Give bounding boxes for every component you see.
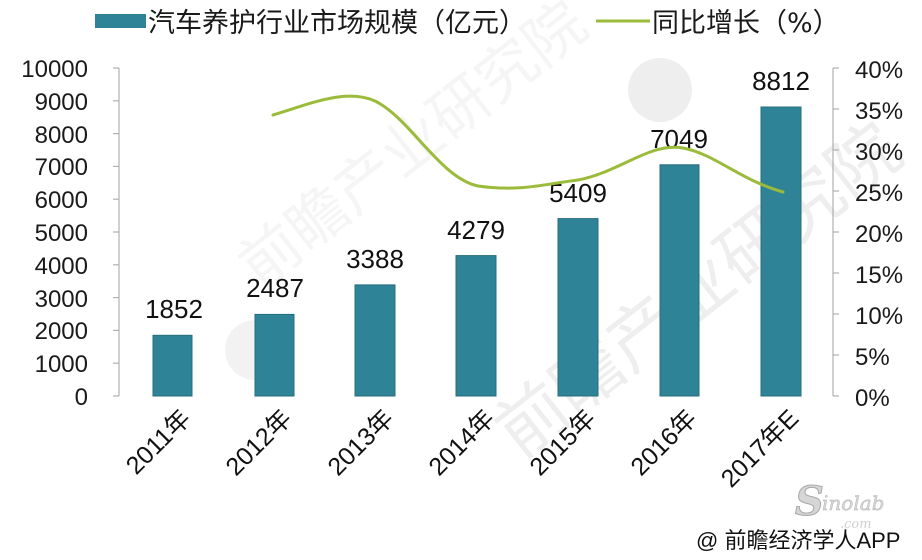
right-tick: 15% <box>855 262 903 289</box>
right-tick: 10% <box>855 303 903 330</box>
left-tick: 6000 <box>35 187 88 214</box>
left-tick: 1000 <box>35 351 88 378</box>
source-credit: @ 前瞻经济学人APP <box>696 528 900 553</box>
left-axis: 10000 9000 8000 7000 6000 5000 4000 3000… <box>21 56 120 411</box>
left-tick: 5000 <box>35 220 88 247</box>
left-tick: 2000 <box>35 318 88 345</box>
x-label: 2013年 <box>322 404 399 481</box>
bar-value-label: 1852 <box>145 294 203 324</box>
legend-line-label: 同比增长（%） <box>652 8 840 39</box>
right-tick: 20% <box>855 221 903 248</box>
right-tick: 35% <box>855 98 903 125</box>
right-tick: 0% <box>855 385 890 412</box>
legend-bar-swatch <box>95 14 146 28</box>
left-tick: 10000 <box>21 56 88 83</box>
bar-2012 <box>254 313 295 397</box>
bar-2017 <box>760 106 802 397</box>
right-tick: 30% <box>855 139 903 166</box>
left-tick: 3000 <box>35 286 88 313</box>
bar-2015 <box>557 218 599 397</box>
right-tick: 25% <box>855 180 903 207</box>
legend-bar-label: 汽车养护行业市场规模（亿元） <box>148 8 526 39</box>
x-label: 2012年 <box>220 404 297 481</box>
bar-series <box>152 106 802 397</box>
svg-text:.com: .com <box>840 517 872 532</box>
left-tick: 9000 <box>35 89 88 116</box>
right-tick: 5% <box>855 344 890 371</box>
left-tick: 7000 <box>35 154 88 181</box>
left-tick: 4000 <box>35 253 88 280</box>
x-label: 2014年 <box>423 404 500 481</box>
right-tick: 40% <box>855 57 903 84</box>
legend: 汽车养护行业市场规模（亿元） 同比增长（%） <box>95 8 840 39</box>
bar-value-label: 3388 <box>346 244 404 274</box>
growth-line <box>271 94 785 194</box>
svg-text:inolab: inolab <box>822 491 884 515</box>
bar-2011 <box>152 334 193 397</box>
right-axis: 40% 35% 30% 25% 20% 15% 10% 5% 0% <box>832 57 903 412</box>
bar-value-label: 4279 <box>447 215 505 245</box>
x-label: 2017年E <box>716 404 805 493</box>
bar-value-label: 2487 <box>246 273 304 303</box>
svg-text:S: S <box>795 478 824 525</box>
x-label: 2011年 <box>121 404 196 479</box>
x-label: 2016年 <box>625 404 702 481</box>
sinolab-logo: S inolab .com <box>795 478 885 533</box>
bar-value-label: 8812 <box>752 66 810 96</box>
left-tick: 0 <box>75 384 88 411</box>
bar-2016 <box>659 164 700 397</box>
bar-2014 <box>455 255 497 397</box>
left-tick: 8000 <box>35 122 88 149</box>
svg-text:前瞻产业研究院: 前瞻产业研究院 <box>226 0 600 302</box>
bar-2013 <box>354 284 396 397</box>
